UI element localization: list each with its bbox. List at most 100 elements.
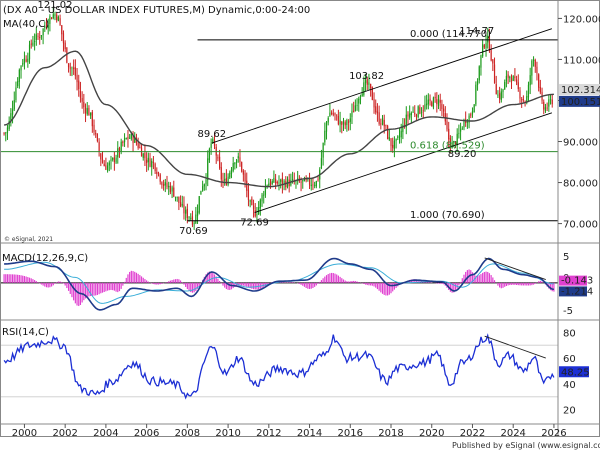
candle-body	[521, 99, 523, 101]
time-tick-label: 2000	[12, 428, 37, 439]
candle-body	[95, 132, 97, 135]
candle-body	[495, 84, 497, 95]
candle-body	[152, 162, 155, 163]
candle-body	[40, 35, 43, 37]
candle-body	[147, 157, 149, 163]
candle-body	[317, 179, 319, 181]
candle-body	[100, 153, 102, 160]
candle-body	[159, 174, 161, 182]
time-tick-label: 2018	[378, 428, 403, 439]
candle-body	[310, 184, 312, 187]
candle-body	[347, 121, 350, 123]
candle-body	[251, 198, 253, 205]
candle-body	[229, 172, 231, 178]
candle-body	[105, 165, 107, 170]
time-tick-label: 2014	[297, 428, 322, 439]
candle-body	[169, 185, 171, 193]
candle-body	[93, 124, 95, 132]
candle-body	[10, 113, 12, 123]
ma-label: MA(40,C)	[3, 19, 49, 30]
candle-body	[200, 190, 202, 195]
candle-body	[492, 59, 494, 64]
candle-body	[122, 141, 124, 143]
candle-body	[436, 99, 438, 105]
price-tick-label: 70.000	[563, 220, 598, 231]
candle-body	[524, 101, 526, 103]
candle-body	[164, 182, 166, 186]
price-tick-label: 110.000	[563, 55, 600, 66]
candle-body	[249, 200, 251, 202]
candle-body	[502, 89, 504, 93]
candle-body	[59, 18, 61, 25]
candle-body	[13, 100, 15, 110]
time-tick-label: 2004	[93, 428, 118, 439]
candle-body	[8, 120, 10, 129]
candle-body	[79, 90, 82, 98]
candle-body	[83, 101, 85, 108]
candle-body	[500, 91, 502, 100]
candle-body	[186, 208, 188, 219]
candle-body	[198, 196, 200, 213]
candle-body	[449, 138, 452, 148]
candle-body	[98, 141, 100, 152]
candle-body	[407, 114, 409, 117]
candle-body	[74, 67, 76, 76]
price-panel: 0.000 (114.770) 0.618 (87.529) 1.000 (70.6…	[0, 0, 558, 237]
candle-body	[485, 43, 487, 49]
rsi-title: RSI(14,C)	[2, 327, 49, 338]
candle-body	[146, 159, 148, 163]
last-price-label: 100.151	[561, 97, 600, 108]
candle-body	[115, 157, 117, 163]
candle-body	[470, 114, 472, 116]
candle-body	[47, 25, 49, 29]
price-annotation: 89.20	[448, 149, 477, 160]
candle-body	[358, 98, 360, 104]
candle-body	[522, 99, 524, 101]
candle-body	[18, 69, 20, 82]
candle-body	[475, 84, 477, 105]
candle-body	[142, 153, 144, 158]
macd-line	[4, 257, 555, 311]
candle-body	[383, 119, 385, 127]
macd-hist-value-box	[559, 275, 587, 286]
candle-body	[42, 28, 44, 36]
candle-body	[259, 199, 261, 209]
candle-body	[351, 110, 353, 118]
candle-body	[378, 112, 380, 124]
candle-body	[531, 60, 533, 76]
candle-body	[490, 50, 492, 61]
candle-body	[64, 42, 66, 50]
axes: 120.000110.000100.00090.00080.00070.0002…	[0, 0, 600, 439]
price-tick-label: 80.000	[563, 179, 598, 190]
time-tick-label: 2024	[500, 428, 525, 439]
candle-body	[69, 67, 71, 69]
candle-body	[127, 136, 129, 140]
candle-body	[434, 97, 436, 99]
candle-body	[101, 159, 104, 163]
candle-body	[320, 158, 323, 169]
rsi-value: 48.25	[561, 367, 590, 378]
rsi-panel: RSI(14,C)	[0, 327, 558, 400]
time-tick-label: 2008	[175, 428, 200, 439]
candle-body	[359, 95, 362, 100]
candle-body	[78, 80, 80, 90]
candle-body	[543, 101, 545, 110]
candle-body	[168, 185, 170, 188]
candle-body	[144, 152, 146, 159]
candle-body	[32, 42, 34, 46]
candle-body	[473, 104, 475, 113]
candle-body	[315, 180, 317, 187]
ma-value-box	[559, 83, 600, 95]
candle-body	[448, 128, 450, 140]
candle-body	[322, 142, 324, 158]
candle-body	[364, 80, 367, 83]
candle-body	[151, 160, 153, 168]
candle-body	[108, 162, 110, 166]
candle-body	[370, 83, 372, 89]
candle-body	[234, 162, 236, 165]
candle-body	[123, 137, 126, 143]
time-tick-label: 2016	[338, 428, 363, 439]
macd-title: MACD(12,26,9,C)	[2, 253, 88, 264]
candle-body	[134, 137, 136, 143]
